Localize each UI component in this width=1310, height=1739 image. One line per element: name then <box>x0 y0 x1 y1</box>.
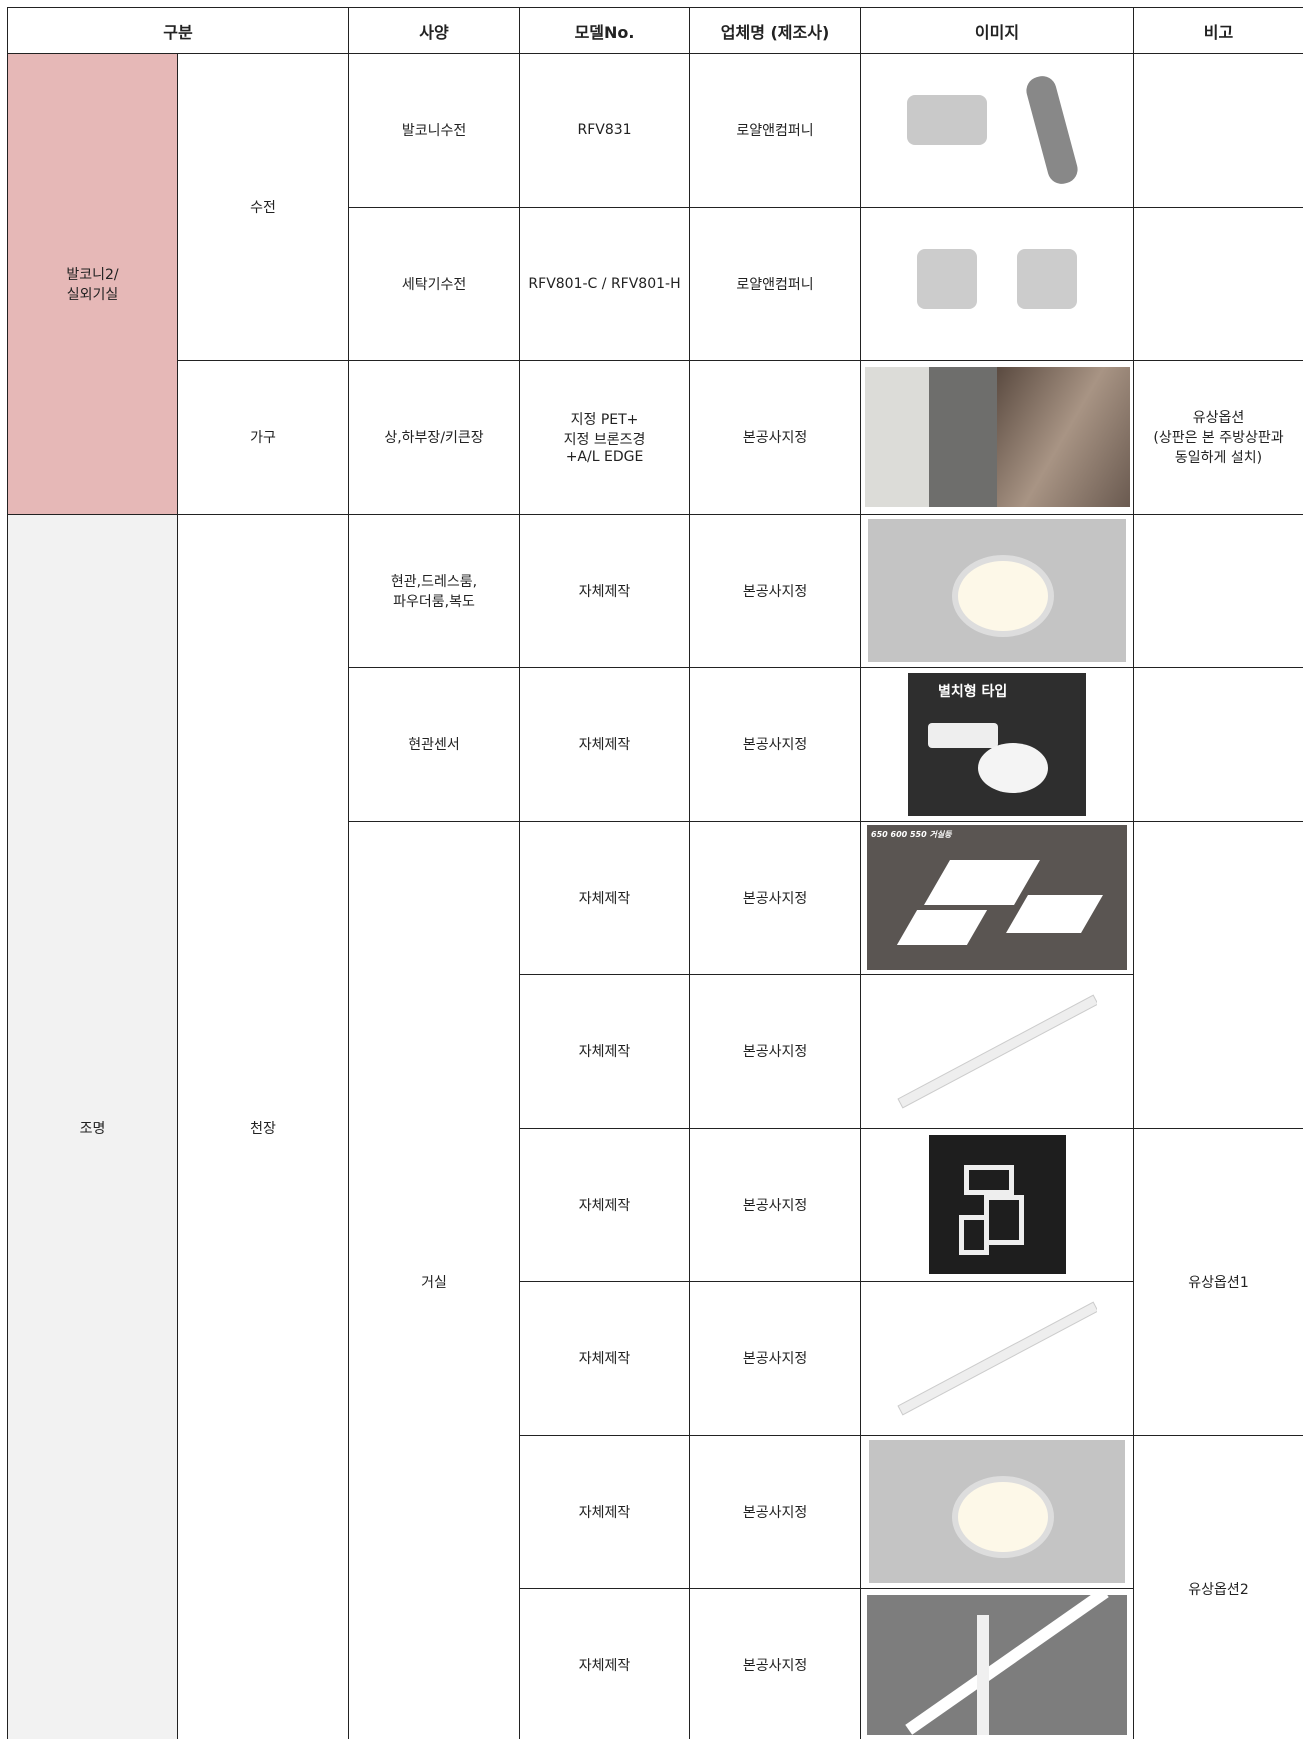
spec-table-wrap: 구분 사양 모델No. 업체명 (제조사) 이미지 비고 발코니2/ 실외기실 수… <box>7 7 1303 1739</box>
header-cell: 구분 <box>7 7 350 54</box>
panel-light-image: 650 600 550 거실등 <box>867 825 1128 971</box>
cell: 자체제작 <box>519 1127 691 1282</box>
cell: 본공사지정 <box>689 1281 862 1436</box>
cell: 세탁기수전 <box>348 206 521 361</box>
corner-light-image <box>867 1595 1128 1736</box>
header-cell: 이미지 <box>860 7 1135 54</box>
cell: 상,하부장/키큰장 <box>348 360 521 515</box>
cell: 본공사지정 <box>689 1434 862 1589</box>
image-cell <box>860 1434 1135 1589</box>
cell: 거실 <box>348 820 521 1739</box>
cell <box>1133 820 1303 1129</box>
cell: 로얄앤컴퍼니 <box>689 53 862 208</box>
spec-table: 구분 사양 모델No. 업체명 (제조사) 이미지 비고 발코니2/ 실외기실 수… <box>7 7 1303 1739</box>
faucet-image <box>887 65 1107 195</box>
cell: 가구 <box>176 360 350 515</box>
image-cell <box>860 360 1135 515</box>
cell <box>1133 513 1303 668</box>
cell: 유상옵션1 <box>1133 1127 1303 1436</box>
cell: 로얄앤컴퍼니 <box>689 206 862 361</box>
cell: 본공사지정 <box>689 1588 862 1739</box>
cell: 유상옵션2 <box>1133 1434 1303 1739</box>
header-cell: 업체명 (제조사) <box>689 7 862 54</box>
cell: 조명 <box>7 513 178 1739</box>
cell <box>1133 53 1303 208</box>
cell: 발코니2/ 실외기실 <box>7 53 178 515</box>
header-cell: 사양 <box>348 7 521 54</box>
cell: 본공사지정 <box>689 360 862 515</box>
sensor-image: 별치형 타입 <box>908 672 1087 816</box>
cell: 자체제작 <box>519 1588 691 1739</box>
image-cell <box>860 513 1135 668</box>
cell: 천장 <box>176 513 350 1739</box>
header-cell: 모델No. <box>519 7 691 54</box>
downlight-image <box>869 1440 1126 1584</box>
ceiling-light-image <box>928 1135 1066 1275</box>
cell: 본공사지정 <box>689 667 862 822</box>
cell <box>1133 206 1303 361</box>
cell: 지정 PET+ 지정 브론즈경 +A/L EDGE <box>519 360 691 515</box>
image-cell: 별치형 타입 <box>860 667 1135 822</box>
image-cell <box>860 1281 1135 1436</box>
cell: RFV831 <box>519 53 691 208</box>
downlight-image <box>868 519 1127 663</box>
cell: 자체제작 <box>519 1281 691 1436</box>
image-cell <box>860 974 1135 1129</box>
image-caption: 650 600 550 거실등 <box>871 830 952 840</box>
cell: 본공사지정 <box>689 513 862 668</box>
cell <box>1133 667 1303 822</box>
cell: 현관,드레스룸, 파우더룸,복도 <box>348 513 521 668</box>
cell: 발코니수전 <box>348 53 521 208</box>
cell: 본공사지정 <box>689 974 862 1129</box>
cell: 자체제작 <box>519 667 691 822</box>
cell: 자체제작 <box>519 1434 691 1589</box>
cell: 본공사지정 <box>689 1127 862 1282</box>
image-cell <box>860 53 1135 208</box>
cell: 유상옵션 (상판은 본 주방상판과 동일하게 설치) <box>1133 360 1303 515</box>
image-cell <box>860 1588 1135 1739</box>
bar-light-image <box>897 1298 1098 1418</box>
cell: 현관센서 <box>348 667 521 822</box>
header-row: 구분 사양 모델No. 업체명 (제조사) 이미지 비고 <box>7 7 1303 54</box>
cell: 본공사지정 <box>689 820 862 975</box>
faucet-image <box>897 234 1097 334</box>
image-caption: 별치형 타입 <box>938 683 1008 700</box>
cell: 자체제작 <box>519 974 691 1129</box>
finish-image <box>865 367 1131 508</box>
image-cell <box>860 206 1135 361</box>
bar-light-image <box>897 991 1098 1111</box>
cell: 수전 <box>176 53 350 361</box>
cell: RFV801-C / RFV801-H <box>519 206 691 361</box>
image-cell: 650 600 550 거실등 <box>860 820 1135 975</box>
cell: 자체제작 <box>519 513 691 668</box>
header-cell: 비고 <box>1133 7 1303 54</box>
cell: 자체제작 <box>519 820 691 975</box>
image-cell <box>860 1127 1135 1282</box>
